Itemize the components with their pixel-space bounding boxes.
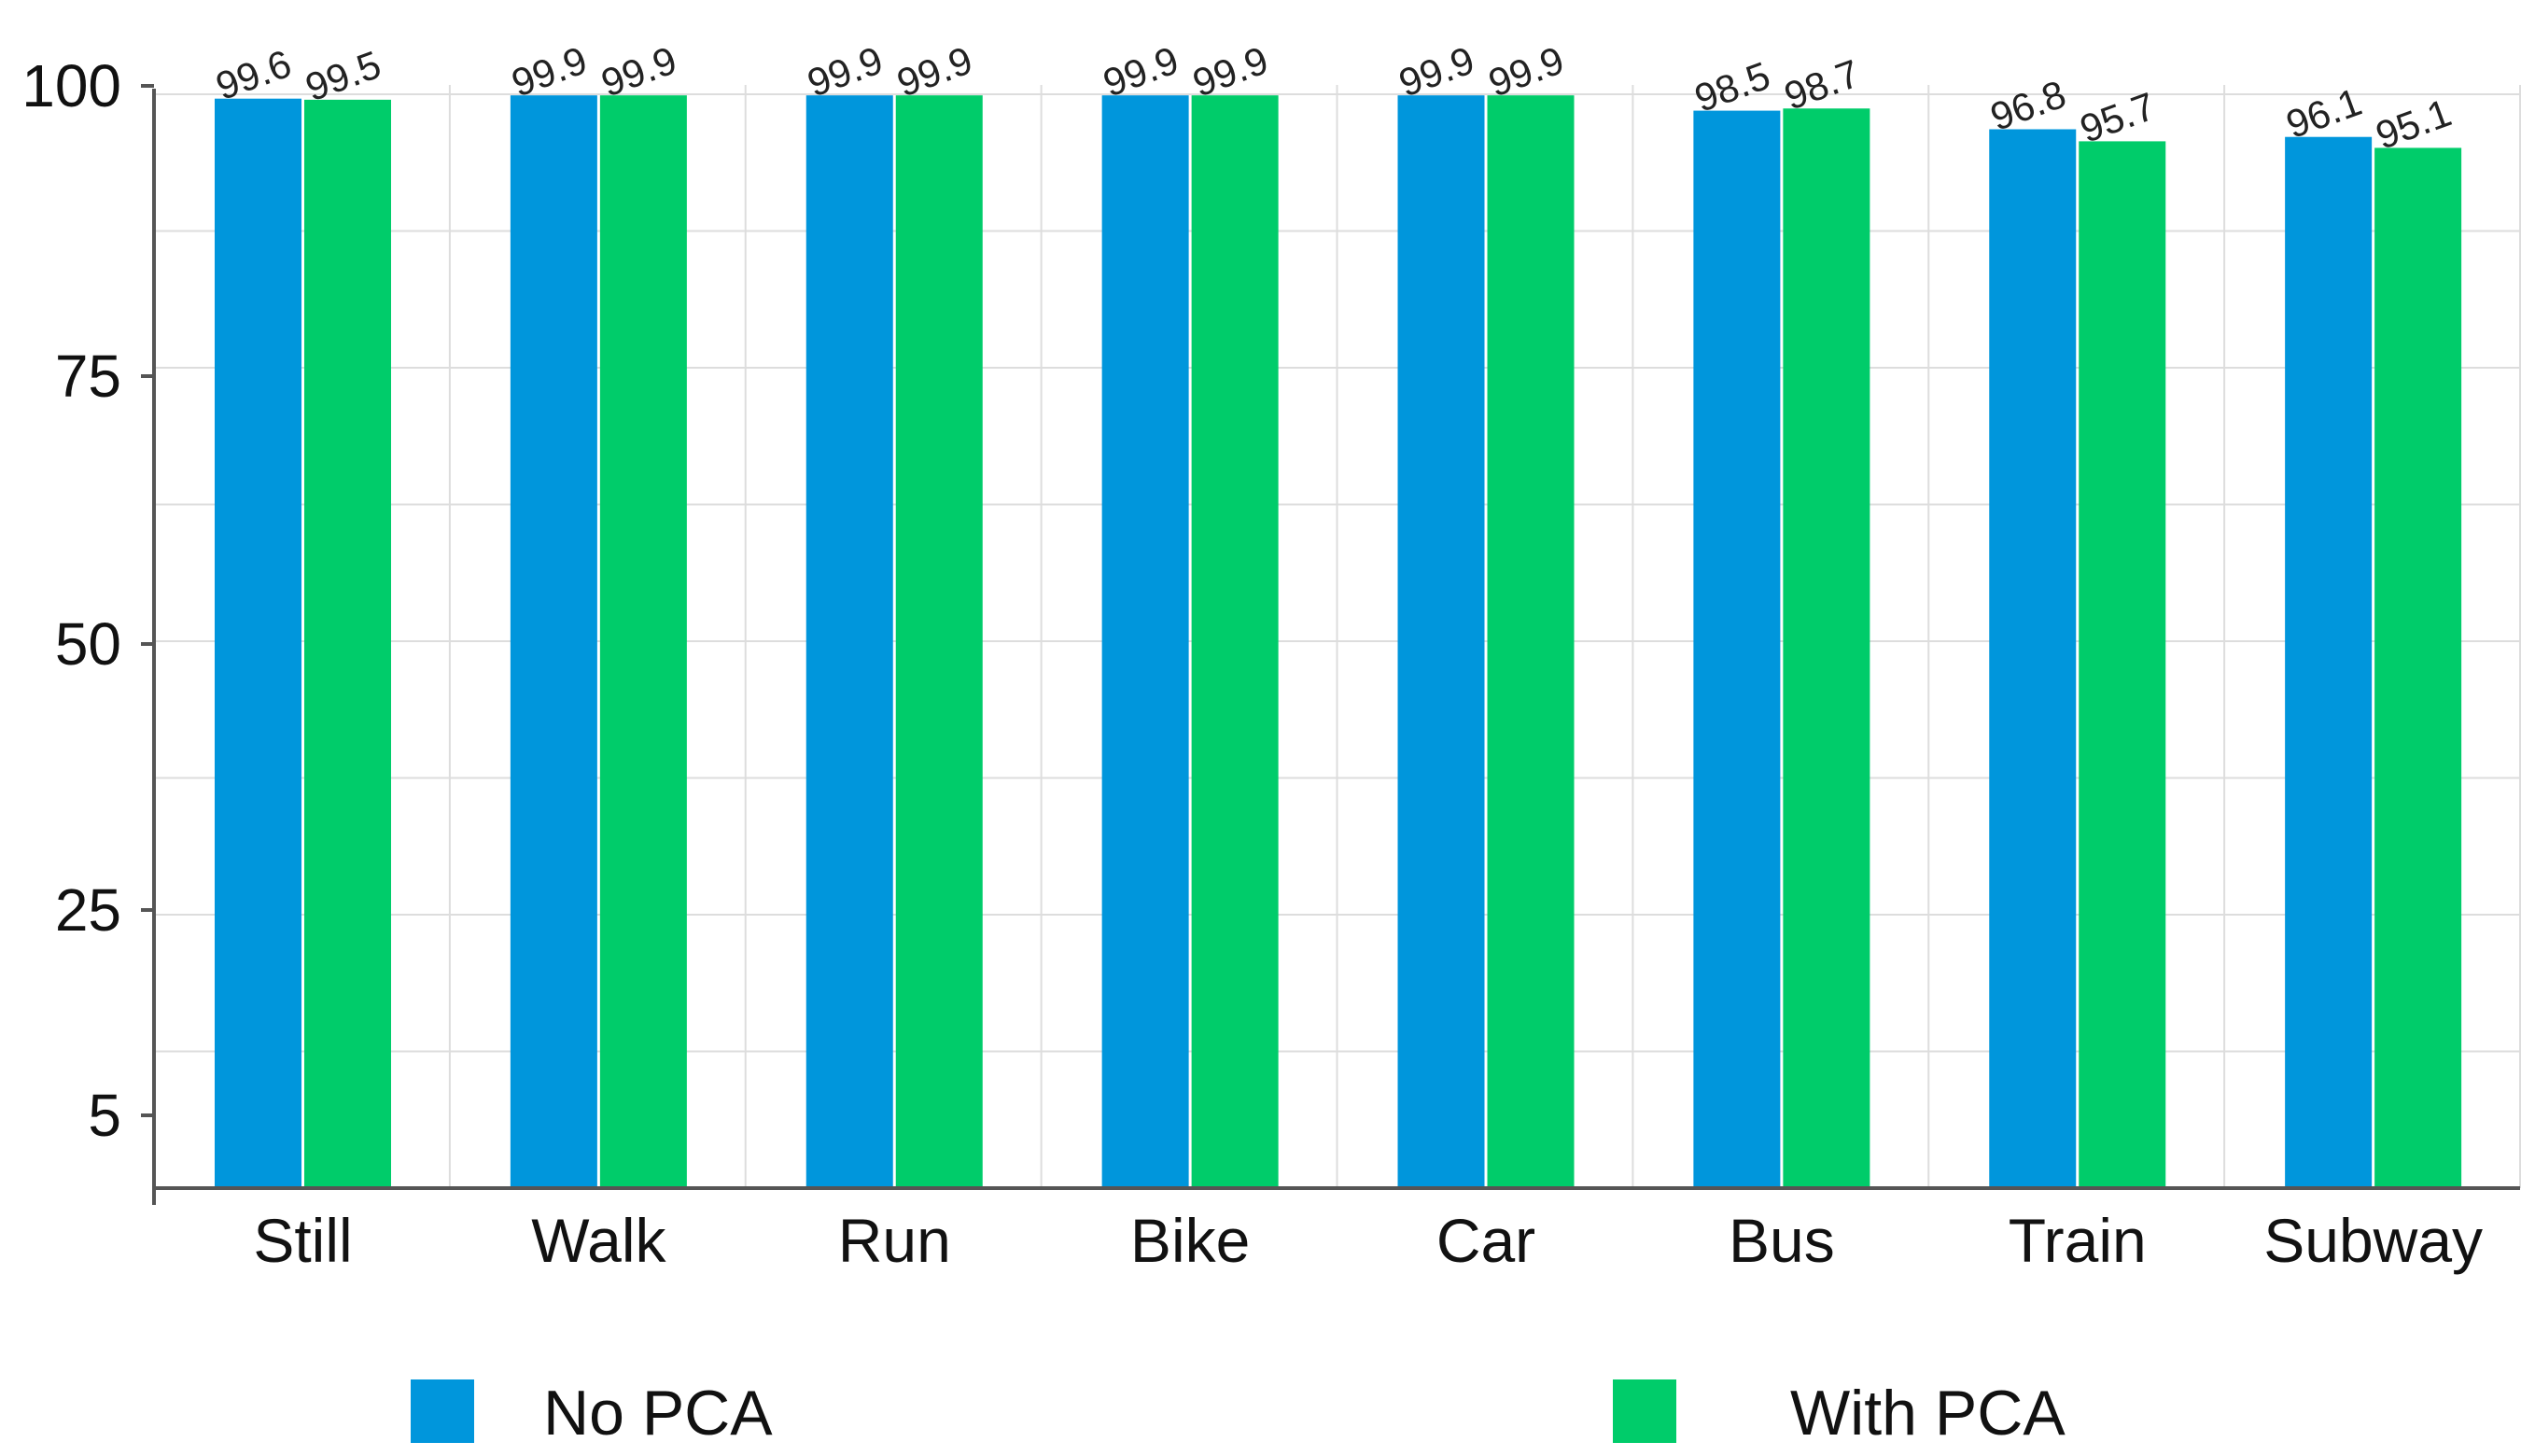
data-label: 98.5 [1688,53,1775,120]
data-label: 96.1 [2280,79,2367,147]
bar-walk-with-pca [599,95,687,1188]
data-label: 95.1 [2370,91,2457,158]
bar-bus-no-pca [1693,110,1781,1189]
bar-subway-with-pca [2374,147,2462,1189]
x-tick-label: Bike [1130,1206,1250,1275]
axes: Still Walk Run Bike Car Bus Train Subway 5 25 50 75… [21,52,2520,1275]
legend-label: No PCA [543,1378,773,1449]
legend-item-no-pca[interactable]: No PCA [411,1378,773,1449]
legend-swatch [1613,1379,1676,1443]
bar-run-no-pca [805,95,893,1188]
bar-car-with-pca [1487,95,1575,1188]
bar-bike-with-pca [1191,95,1279,1188]
x-tick-label: Still [253,1206,352,1275]
x-tick-label: Walk [531,1206,666,1275]
bar-still-no-pca [215,98,301,1189]
x-tick-label: Train [2009,1206,2147,1275]
bar-subway-no-pca [2285,136,2373,1188]
legend-item-with-pca[interactable]: With PCA [1613,1378,2066,1449]
bar-run-with-pca [895,95,983,1188]
data-label: 99.6 [210,41,297,108]
bar-bus-with-pca [1783,108,1870,1189]
y-tick-label: 50 [55,610,121,678]
x-tick-label: Run [838,1206,951,1275]
data-label: 98.7 [1778,51,1865,119]
legend-swatch [411,1379,474,1443]
bar-train-no-pca [1989,129,2077,1188]
x-tick-label: Car [1436,1206,1535,1275]
legend: No PCA With PCA [411,1378,2066,1449]
data-label: 96.8 [1984,72,2071,139]
x-tick-label: Subway [2263,1206,2483,1275]
y-tick-label: 75 [55,343,121,410]
bars [215,95,2462,1189]
y-tick-label: 100 [21,52,121,119]
legend-label: With PCA [1790,1378,2066,1449]
bar-walk-no-pca [510,95,597,1188]
x-tick-label: Bus [1729,1206,1835,1275]
data-label: 99.5 [300,42,386,109]
bar-car-no-pca [1397,95,1485,1188]
y-tick-label: 5 [88,1082,121,1149]
bar-still-with-pca [304,99,391,1189]
bar-bike-no-pca [1101,95,1189,1188]
y-tick-label: 25 [55,876,121,944]
bar-train-with-pca [2079,141,2166,1188]
